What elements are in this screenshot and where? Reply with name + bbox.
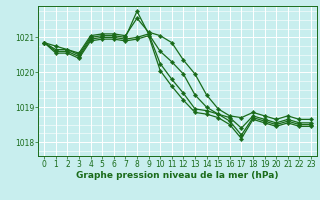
X-axis label: Graphe pression niveau de la mer (hPa): Graphe pression niveau de la mer (hPa) bbox=[76, 171, 279, 180]
